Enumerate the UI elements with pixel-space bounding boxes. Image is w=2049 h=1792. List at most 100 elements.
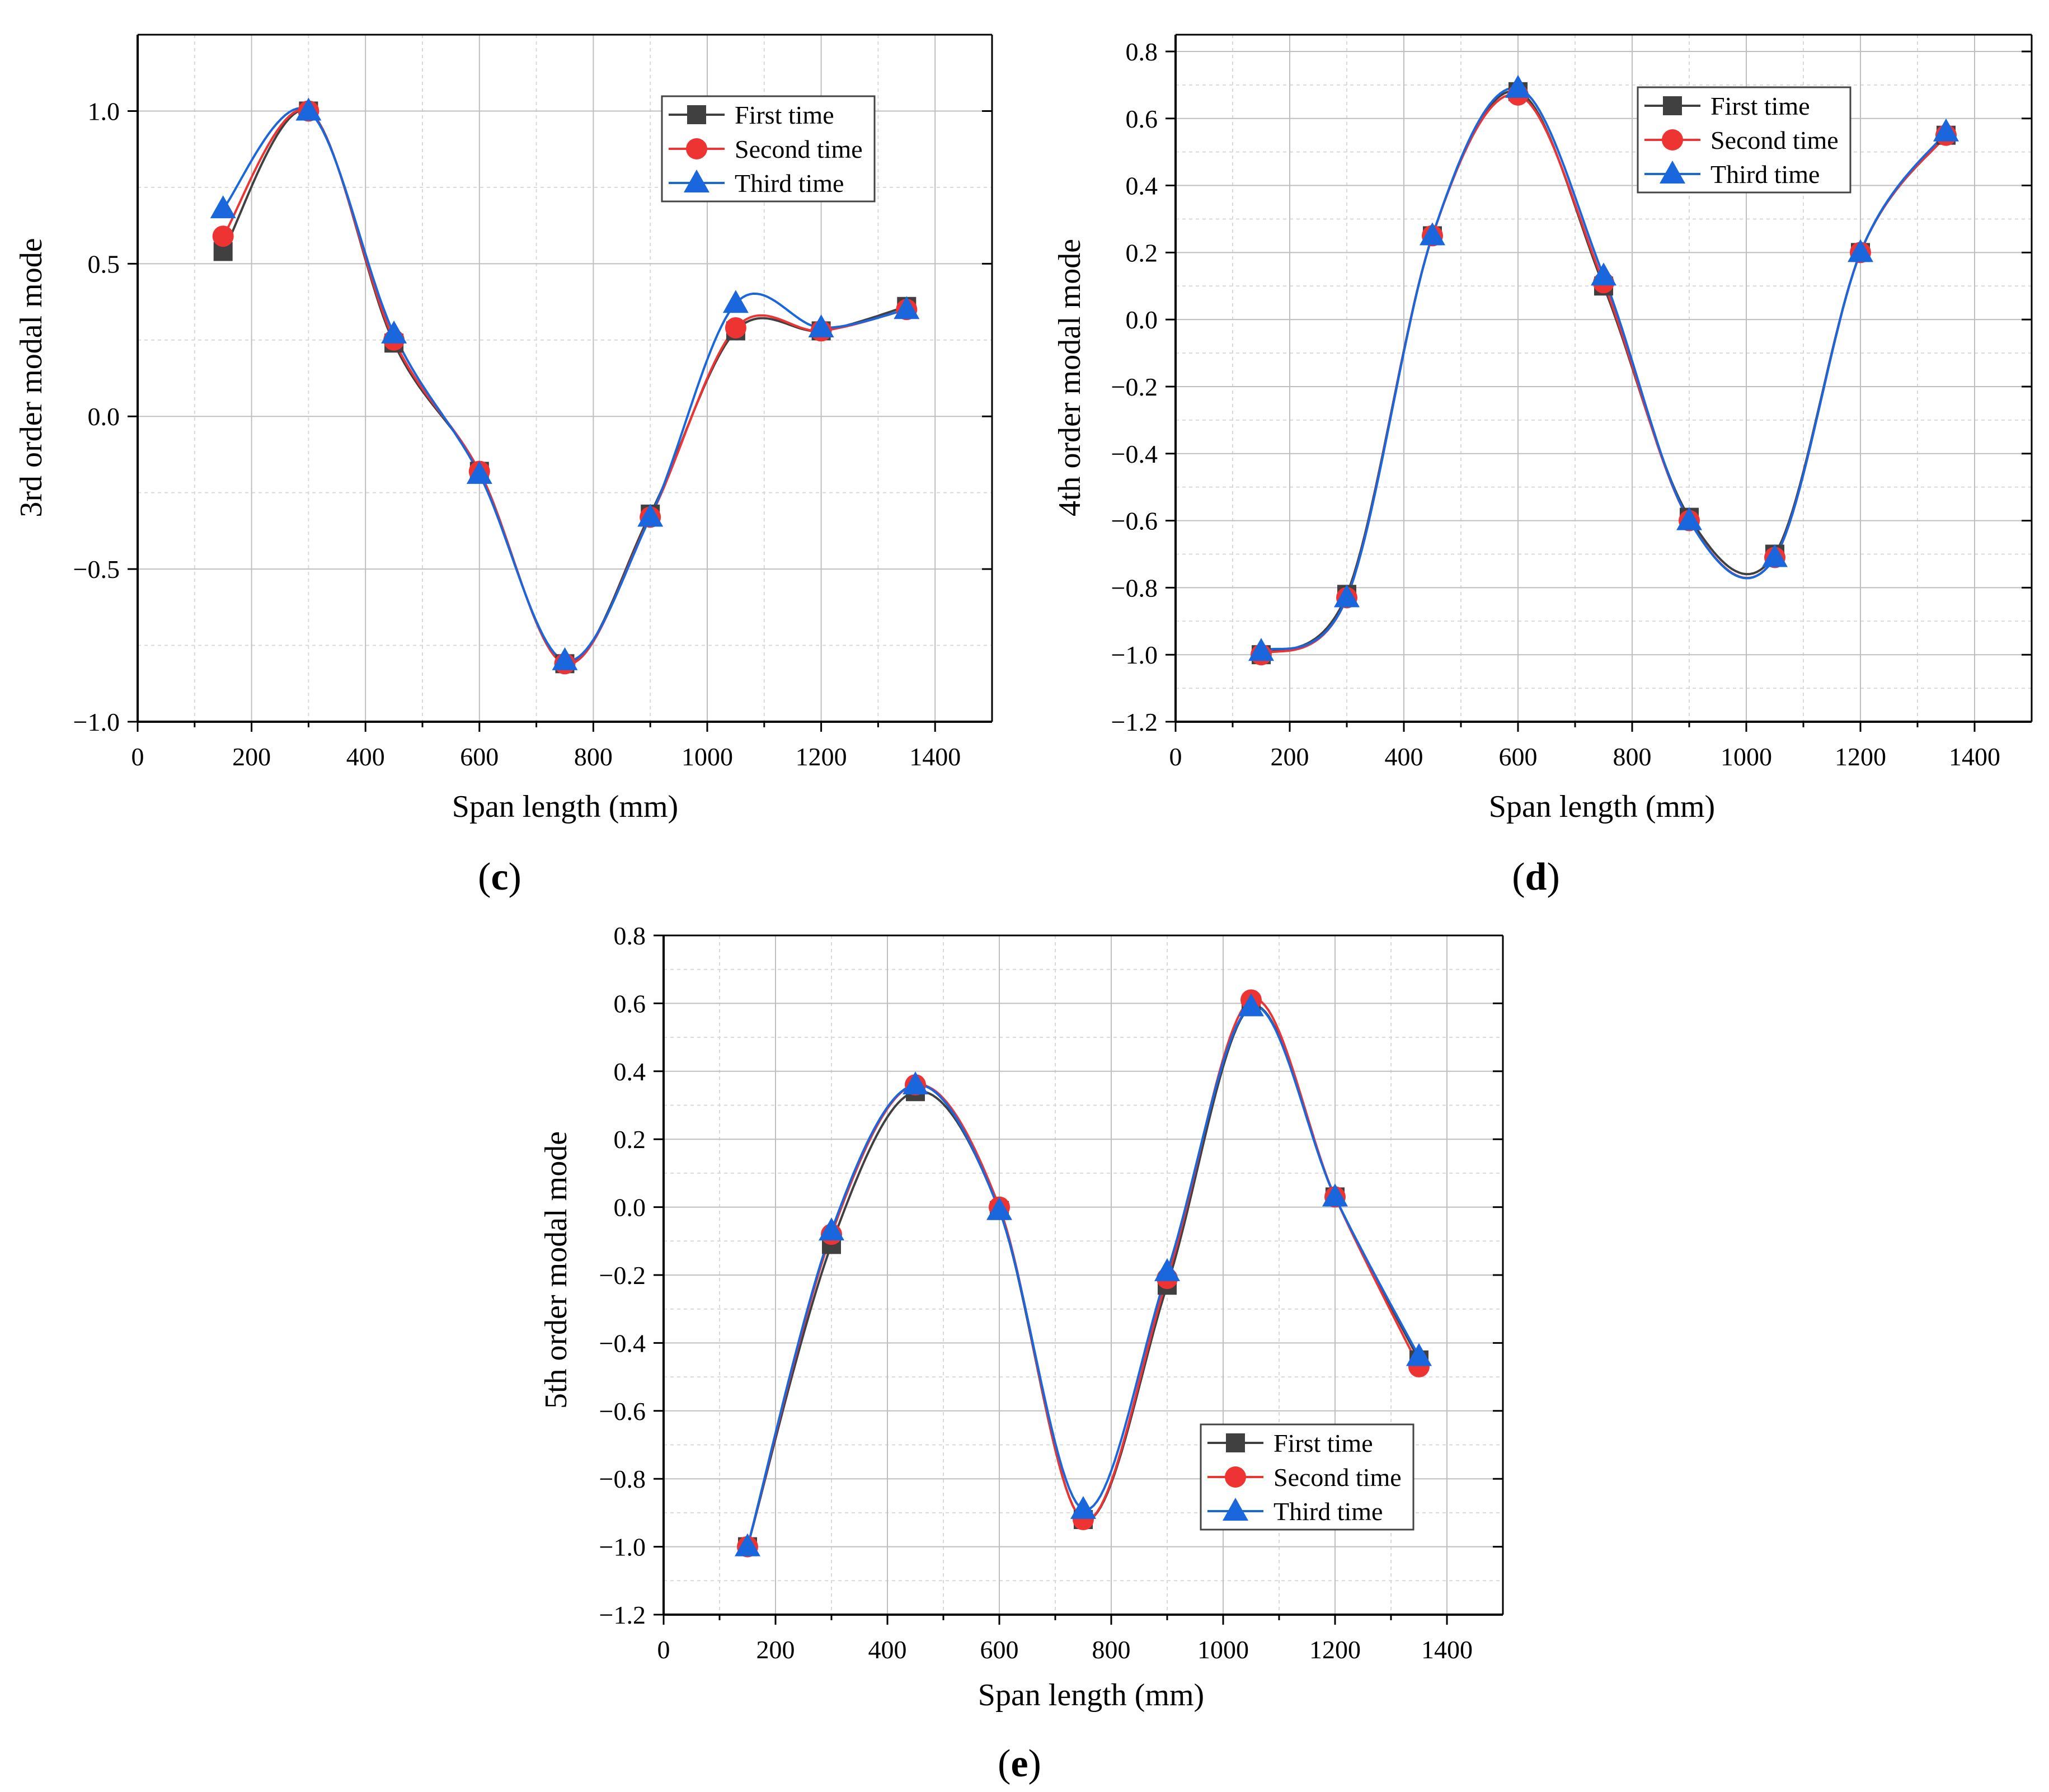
legend-label-second: Second time	[1273, 1463, 1402, 1492]
x-axis-title: Span length (mm)	[1489, 789, 1715, 824]
legend-marker-first	[687, 105, 706, 124]
y-tick-label: −1.2	[1111, 708, 1158, 736]
data-point-third	[1070, 1495, 1096, 1519]
legend-label-first: First time	[735, 101, 834, 129]
y-tick-label: −1.2	[599, 1601, 646, 1629]
y-tick-label: 0.2	[614, 1125, 646, 1154]
legend-d: First time Second time Third time	[1637, 86, 1851, 194]
x-tick-label: 400	[346, 742, 385, 771]
data-point-third	[1334, 584, 1360, 608]
legend-label-first: First time	[1273, 1429, 1373, 1457]
data-point-third	[819, 1217, 844, 1241]
x-axis-title: Span length (mm)	[978, 1678, 1204, 1713]
data-point-third	[552, 647, 578, 670]
x-tick-label: 600	[980, 1635, 1019, 1664]
y-tick-label: 0.8	[614, 921, 646, 950]
y-tick-label: −0.8	[1111, 573, 1158, 602]
data-point-third	[1154, 1258, 1180, 1281]
y-tick-label: −1.0	[1111, 641, 1158, 669]
x-tick-label: 1400	[909, 742, 961, 771]
legend-marker-second	[1662, 129, 1683, 150]
y-axis-title: 5th order modal mode	[539, 1131, 574, 1409]
axes-e	[654, 934, 1504, 1625]
y-tick-label: −1.0	[599, 1533, 646, 1561]
x-tick-label: 200	[756, 1635, 795, 1664]
legend-label-second: Second time	[735, 135, 863, 163]
y-tick-label: −1.0	[73, 708, 120, 736]
y-tick-label: −0.4	[599, 1329, 646, 1357]
data-point-second	[212, 225, 234, 247]
y-tick-label: 0.4	[1126, 172, 1158, 200]
legend-c: First time Second time Third time	[661, 95, 876, 203]
y-tick-label: 0.0	[1126, 305, 1158, 334]
y-tick-label: 0.6	[1126, 105, 1158, 133]
y-tick-label: 0.0	[88, 402, 120, 431]
data-point-third	[1420, 222, 1445, 246]
x-tick-label: 1400	[1949, 742, 2000, 771]
legend-label-second: Second time	[1710, 126, 1839, 154]
x-tick-label: 1200	[1835, 742, 1886, 771]
data-point-third	[722, 290, 749, 313]
x-tick-label: 1000	[1197, 1635, 1249, 1664]
legend-label-first: First time	[1710, 92, 1810, 120]
x-tick-label: 800	[574, 742, 613, 771]
data-point-third	[808, 314, 834, 337]
y-tick-label: 0.5	[88, 250, 120, 278]
x-tick-label: 0	[1169, 742, 1182, 771]
y-tick-label: 1.0	[88, 97, 120, 125]
data-point-third	[637, 504, 664, 527]
panel-label-c: (c)	[478, 855, 521, 899]
x-tick-label: 400	[1385, 742, 1423, 771]
data-markers-d	[1248, 74, 1959, 666]
x-tick-label: 0	[657, 1635, 670, 1664]
data-point-third	[894, 296, 920, 319]
grid-d	[1176, 35, 2032, 722]
legend-marker-third	[1660, 161, 1685, 184]
x-axis-title: Span length (mm)	[452, 789, 678, 824]
y-tick-label: −0.4	[1111, 440, 1158, 468]
y-axis-title: 3rd order modal mode	[14, 238, 49, 517]
legend-label-third: Third time	[1710, 160, 1820, 189]
legend-label-third: Third time	[1273, 1497, 1383, 1526]
x-tick-label: 1000	[682, 742, 733, 771]
y-tick-label: 0.6	[614, 989, 646, 1018]
y-tick-label: −0.6	[599, 1397, 646, 1426]
data-point-third	[986, 1197, 1012, 1220]
y-tick-label: −0.2	[1111, 373, 1158, 401]
axes-d	[1166, 34, 2033, 732]
data-point-third	[1406, 1343, 1432, 1366]
data-markers-c	[210, 97, 920, 675]
y-tick-label: 0.2	[1126, 238, 1158, 267]
data-point-third	[1248, 638, 1274, 661]
data-point-second	[725, 317, 746, 338]
data-point-third	[381, 320, 407, 344]
legend-marker-second	[686, 138, 707, 159]
data-point-third	[735, 1533, 760, 1556]
legend-marker-second	[1225, 1466, 1246, 1488]
x-tick-label: 200	[1271, 742, 1309, 771]
data-point-third	[903, 1071, 928, 1095]
x-tick-label: 200	[232, 742, 271, 771]
axes-c	[128, 34, 993, 732]
y-tick-label: −0.8	[599, 1465, 646, 1493]
chart-panel-c: 0 200 400 600 800 1000 1200 1400 −1.0 −0.5 0.0 0.5 1…	[14, 34, 993, 899]
legend-e: First time Second time Third time	[1200, 1423, 1414, 1531]
tick-labels-d: 0 200 400 600 800 1000 1200 1400 −1.2 −1.0 −0.8 −0.…	[1111, 37, 2000, 771]
data-point-third	[295, 97, 322, 121]
data-point-third	[1591, 262, 1616, 286]
tick-labels-c: 0 200 400 600 800 1000 1200 1400 −1.0 −0.5 0.0 0.5 1…	[73, 97, 961, 771]
tick-labels-e: 0 200 400 600 800 1000 1200 1400 −1.2 −1.0 −0.8 −0.…	[599, 921, 1473, 1664]
x-tick-label: 400	[868, 1635, 907, 1664]
data-point-third	[210, 195, 236, 219]
data-point-third	[1505, 74, 1531, 98]
data-point-third	[1762, 544, 1788, 567]
x-tick-label: 800	[1092, 1635, 1131, 1664]
y-tick-label: 0.0	[614, 1193, 646, 1222]
y-tick-label: 0.8	[1126, 37, 1158, 66]
data-point-third	[1238, 993, 1264, 1017]
data-markers-e	[735, 989, 1432, 1558]
data-point-third	[1322, 1183, 1348, 1207]
data-point-third	[1676, 507, 1702, 530]
x-tick-label: 800	[1613, 742, 1652, 771]
